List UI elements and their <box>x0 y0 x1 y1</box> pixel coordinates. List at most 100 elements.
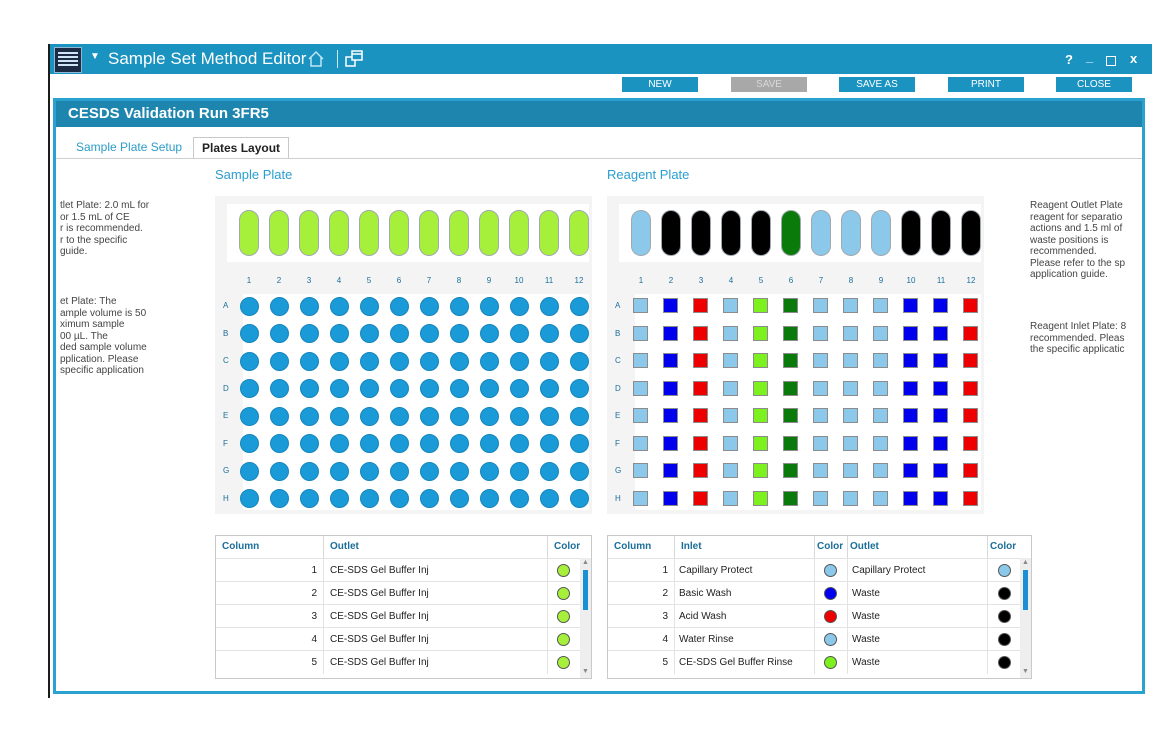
outlet-vial[interactable] <box>479 210 499 256</box>
column-header[interactable]: Column <box>216 536 324 558</box>
save-as-button[interactable]: SAVE AS <box>839 77 915 92</box>
reagent-well[interactable] <box>963 298 978 313</box>
sample-well[interactable] <box>419 406 439 426</box>
outlet-vial[interactable] <box>781 210 801 256</box>
sample-well[interactable] <box>239 489 259 508</box>
color-swatch[interactable] <box>557 610 570 623</box>
reagent-well[interactable] <box>693 490 708 506</box>
reagent-table-scrollbar[interactable]: ▲ ▼ <box>1020 558 1031 678</box>
reagent-well[interactable] <box>633 325 648 341</box>
inlet-header[interactable]: Inlet <box>675 536 815 558</box>
reagent-well[interactable] <box>843 408 858 423</box>
scroll-thumb[interactable] <box>583 570 588 610</box>
home-icon[interactable] <box>306 49 326 74</box>
reagent-well[interactable] <box>753 380 768 396</box>
reagent-well[interactable] <box>663 408 678 423</box>
sample-well[interactable] <box>509 461 529 481</box>
reagent-well[interactable] <box>723 325 738 341</box>
outlet-vial[interactable] <box>509 210 529 256</box>
reagent-well[interactable] <box>903 463 918 478</box>
reagent-well[interactable] <box>843 435 858 451</box>
sample-well[interactable] <box>569 434 589 453</box>
tab-sample-plate-setup[interactable]: Sample Plate Setup <box>76 140 183 154</box>
sample-well[interactable] <box>329 461 349 481</box>
sample-well[interactable] <box>299 489 319 508</box>
sample-well[interactable] <box>509 434 529 453</box>
outlet-vial[interactable] <box>389 210 409 256</box>
sample-well[interactable] <box>269 379 289 398</box>
reagent-well[interactable] <box>633 353 648 368</box>
maximize-button[interactable] <box>1106 56 1116 66</box>
reagent-well[interactable] <box>723 353 738 368</box>
reagent-well[interactable] <box>873 380 888 396</box>
reagent-well[interactable] <box>903 435 918 451</box>
color-swatch[interactable] <box>998 633 1011 646</box>
reagent-well[interactable] <box>783 463 798 478</box>
reagent-well[interactable] <box>813 463 828 478</box>
sample-well[interactable] <box>449 296 469 316</box>
sample-well[interactable] <box>539 489 559 508</box>
reagent-well[interactable] <box>873 298 888 313</box>
table-row[interactable]: 2 CE-SDS Gel Buffer Inj <box>216 581 580 605</box>
reagent-well[interactable] <box>663 435 678 451</box>
help-button[interactable]: ? <box>1065 52 1073 67</box>
sample-well[interactable] <box>419 296 439 316</box>
sample-well[interactable] <box>449 379 469 398</box>
reagent-well[interactable] <box>663 463 678 478</box>
reagent-well[interactable] <box>963 380 978 396</box>
table-row[interactable]: 5 CE-SDS Gel Buffer Rinse Waste <box>608 650 1020 674</box>
reagent-well[interactable] <box>903 380 918 396</box>
sample-well[interactable] <box>539 434 559 453</box>
sample-well[interactable] <box>359 434 379 453</box>
reagent-well[interactable] <box>633 298 648 313</box>
sample-well[interactable] <box>419 461 439 481</box>
reagent-well[interactable] <box>633 435 648 451</box>
sample-well[interactable] <box>359 296 379 316</box>
outlet-vial[interactable] <box>841 210 861 256</box>
outlet-vial[interactable] <box>569 210 589 256</box>
sample-well[interactable] <box>329 351 349 371</box>
sample-well[interactable] <box>359 461 379 481</box>
reagent-well[interactable] <box>843 298 858 313</box>
reagent-well[interactable] <box>813 298 828 313</box>
sample-well[interactable] <box>359 406 379 426</box>
outlet-vial[interactable] <box>751 210 771 256</box>
reagent-well[interactable] <box>783 380 798 396</box>
reagent-well[interactable] <box>723 463 738 478</box>
sample-well[interactable] <box>479 461 499 481</box>
color-swatch[interactable] <box>998 610 1011 623</box>
sample-well[interactable] <box>569 489 589 508</box>
sample-well[interactable] <box>419 434 439 453</box>
reagent-well[interactable] <box>873 490 888 506</box>
sample-well[interactable] <box>419 489 439 508</box>
sample-well[interactable] <box>359 324 379 343</box>
sample-well[interactable] <box>329 406 349 426</box>
reagent-well[interactable] <box>903 490 918 506</box>
sample-well[interactable] <box>329 296 349 316</box>
reagent-well[interactable] <box>903 408 918 423</box>
sample-well[interactable] <box>569 406 589 426</box>
outlet-vial[interactable] <box>359 210 379 256</box>
sample-well[interactable] <box>389 434 409 453</box>
sample-well[interactable] <box>419 351 439 371</box>
color-swatch[interactable] <box>824 610 837 623</box>
reagent-well[interactable] <box>933 408 948 423</box>
outlet-vial[interactable] <box>811 210 831 256</box>
reagent-well[interactable] <box>753 408 768 423</box>
sample-well[interactable] <box>359 379 379 398</box>
reagent-well[interactable] <box>933 380 948 396</box>
sample-well[interactable] <box>389 324 409 343</box>
sample-well[interactable] <box>449 489 469 508</box>
outlet-vial[interactable] <box>961 210 981 256</box>
reagent-well[interactable] <box>813 408 828 423</box>
sample-well[interactable] <box>269 489 289 508</box>
reagent-well[interactable] <box>843 380 858 396</box>
reagent-well[interactable] <box>753 463 768 478</box>
new-button[interactable]: NEW <box>622 77 698 92</box>
sample-well[interactable] <box>329 489 349 508</box>
color-swatch[interactable] <box>824 656 837 669</box>
sample-well[interactable] <box>359 489 379 508</box>
color-header[interactable]: Color <box>554 541 581 552</box>
reagent-well[interactable] <box>963 490 978 506</box>
reagent-well[interactable] <box>843 325 858 341</box>
